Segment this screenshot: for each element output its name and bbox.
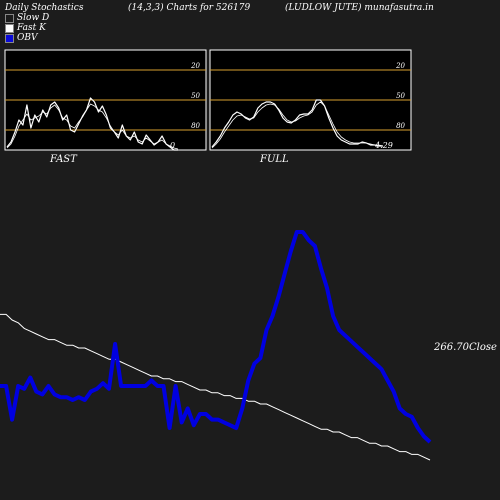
- legend-swatch-slow-d: [5, 13, 14, 23]
- legend-item-obv: OBV: [5, 33, 38, 43]
- legend-label-fast-k: Fast K: [17, 23, 46, 33]
- chart-header-title: Daily Stochastics: [5, 3, 84, 13]
- chart-header-params: (14,3,3) Charts for 526179: [128, 3, 251, 13]
- fast-tick-label-20: 80: [191, 122, 200, 130]
- legend-label-slow-d: Slow D: [17, 13, 50, 23]
- full-tick-label-80: 20: [395, 62, 405, 70]
- full-tick-label-20: 80: [396, 122, 405, 130]
- close-series-line: [0, 313, 431, 461]
- full-last-value-label: 4.29: [374, 141, 393, 150]
- legend-item-slow-d: Slow D: [5, 13, 49, 23]
- legend-label-obv: OBV: [17, 33, 38, 43]
- legend-item-fast-k: Fast K: [5, 23, 46, 33]
- full-series-1: [211, 101, 384, 149]
- full-title: FULL: [259, 154, 289, 165]
- obv-series-line: [0, 230, 432, 444]
- fast-series-0: [6, 97, 178, 151]
- fast-tick-label-50: 50: [191, 92, 200, 100]
- chart-header-source: (LUDLOW JUTE) munafasutra.in: [285, 3, 434, 13]
- fast-last-value-label: 0: [170, 141, 175, 150]
- fast-tick-label-80: 20: [190, 62, 200, 70]
- legend-swatch-fast-k: [5, 23, 14, 33]
- full-tick-label-50: 50: [396, 92, 405, 100]
- fast-series-1: [6, 103, 179, 150]
- fast-title: FAST: [49, 154, 78, 165]
- legend-swatch-obv: [5, 33, 14, 43]
- close-last-value-label: 266.70Close: [433, 342, 497, 353]
- full-series-0: [211, 99, 383, 148]
